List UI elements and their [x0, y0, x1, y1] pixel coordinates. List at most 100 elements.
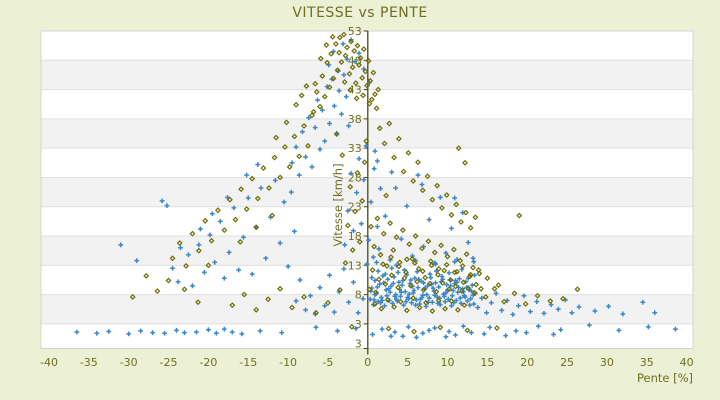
data-point-diamond [433, 288, 440, 295]
data-point-diamond [434, 271, 441, 278]
data-point-diamond [461, 302, 468, 309]
x-tick-label: 5 [404, 356, 411, 369]
data-point-cross [470, 255, 476, 261]
data-point-diamond [313, 88, 320, 95]
data-point-cross [207, 232, 213, 238]
data-point-diamond [443, 261, 450, 268]
data-point-cross [239, 331, 245, 337]
data-point-cross [317, 146, 323, 152]
data-point-diamond [373, 105, 380, 112]
data-point-diamond [411, 328, 417, 335]
data-point-cross [392, 293, 398, 299]
data-point-cross [342, 242, 348, 248]
data-point-diamond [232, 216, 239, 223]
data-point-diamond [238, 186, 245, 193]
data-point-cross [558, 327, 564, 333]
data-point-diamond [360, 92, 366, 99]
data-point-diamond [370, 69, 377, 76]
data-point-cross [194, 329, 199, 335]
data-point-cross [446, 270, 452, 276]
data-point-diamond [309, 112, 315, 119]
data-point-cross [481, 331, 487, 337]
data-point-diamond [444, 253, 451, 260]
data-point-cross [386, 286, 391, 292]
x-tick-label: 20 [520, 356, 534, 369]
data-point-cross [592, 308, 598, 314]
data-point-diamond [301, 294, 307, 300]
data-point-diamond [324, 59, 331, 66]
data-point-diamond [425, 238, 432, 245]
data-point-diamond [471, 289, 478, 296]
data-point-cross [409, 300, 415, 306]
data-point-diamond [336, 34, 343, 41]
data-point-diamond [169, 255, 176, 262]
data-point-diamond [409, 255, 416, 262]
data-point-cross [534, 299, 540, 305]
data-point-diamond [407, 282, 414, 289]
data-point-diamond [176, 240, 183, 247]
data-point-diamond [385, 325, 392, 332]
data-point-cross [272, 177, 278, 183]
data-point-cross [403, 299, 409, 305]
data-point-cross [390, 300, 395, 306]
data-point-cross [467, 302, 473, 308]
data-point-cross [217, 218, 223, 224]
data-point-diamond [344, 222, 351, 229]
data-point-diamond [395, 135, 402, 142]
data-point-cross [182, 330, 187, 336]
data-point-diamond [375, 86, 382, 93]
data-point-cross [390, 281, 396, 286]
x-tick-label: 15 [480, 356, 494, 369]
x-tick-label: 25 [560, 356, 574, 369]
data-point-cross [453, 278, 458, 283]
data-point-diamond [438, 204, 445, 211]
data-point-cross [201, 269, 207, 275]
data-point-diamond [254, 195, 261, 202]
data-point-cross [455, 289, 461, 295]
data-point-cross [134, 258, 140, 264]
data-point-diamond [422, 274, 429, 281]
data-point-cross [516, 303, 521, 309]
data-point-cross [277, 240, 283, 246]
data-point-diamond [511, 290, 518, 297]
y-tick-label: 43 [348, 84, 362, 97]
data-point-cross [484, 310, 489, 316]
data-point-diamond [495, 282, 502, 289]
y-tick-label: 3 [355, 318, 362, 331]
data-point-cross [126, 331, 132, 337]
data-point-diamond [215, 207, 221, 214]
data-point-cross [392, 329, 398, 335]
data-point-diamond [271, 154, 278, 161]
data-point-diamond [266, 185, 272, 191]
data-point-diamond [412, 233, 419, 239]
data-point-diamond [342, 260, 349, 266]
data-point-cross [443, 334, 449, 340]
data-point-diamond [351, 47, 358, 54]
data-point-cross [364, 261, 370, 267]
data-point-cross [586, 322, 592, 328]
data-point-diamond [453, 201, 460, 208]
y-tick-label: 13 [348, 259, 362, 272]
data-point-diamond [281, 144, 288, 150]
y-tick-label: 53 [348, 25, 362, 38]
data-point-diamond [391, 154, 398, 161]
data-point-cross [449, 226, 454, 231]
data-point-diamond [342, 52, 349, 59]
data-point-diamond [277, 285, 284, 292]
data-point-cross [351, 279, 356, 285]
data-point-cross [162, 330, 167, 336]
data-point-cross [213, 330, 219, 336]
data-point-cross [415, 285, 421, 290]
data-point-diamond [383, 262, 390, 269]
data-point-cross [351, 228, 356, 234]
data-point-diamond [428, 262, 435, 269]
data-point-diamond [424, 173, 431, 180]
data-point-cross [640, 299, 646, 305]
data-point-diamond [319, 73, 326, 80]
data-point-diamond [429, 196, 436, 203]
data-point-diamond [516, 212, 523, 219]
data-point-diamond [260, 165, 267, 172]
data-point-cross [569, 310, 575, 316]
data-point-diamond [423, 299, 429, 306]
